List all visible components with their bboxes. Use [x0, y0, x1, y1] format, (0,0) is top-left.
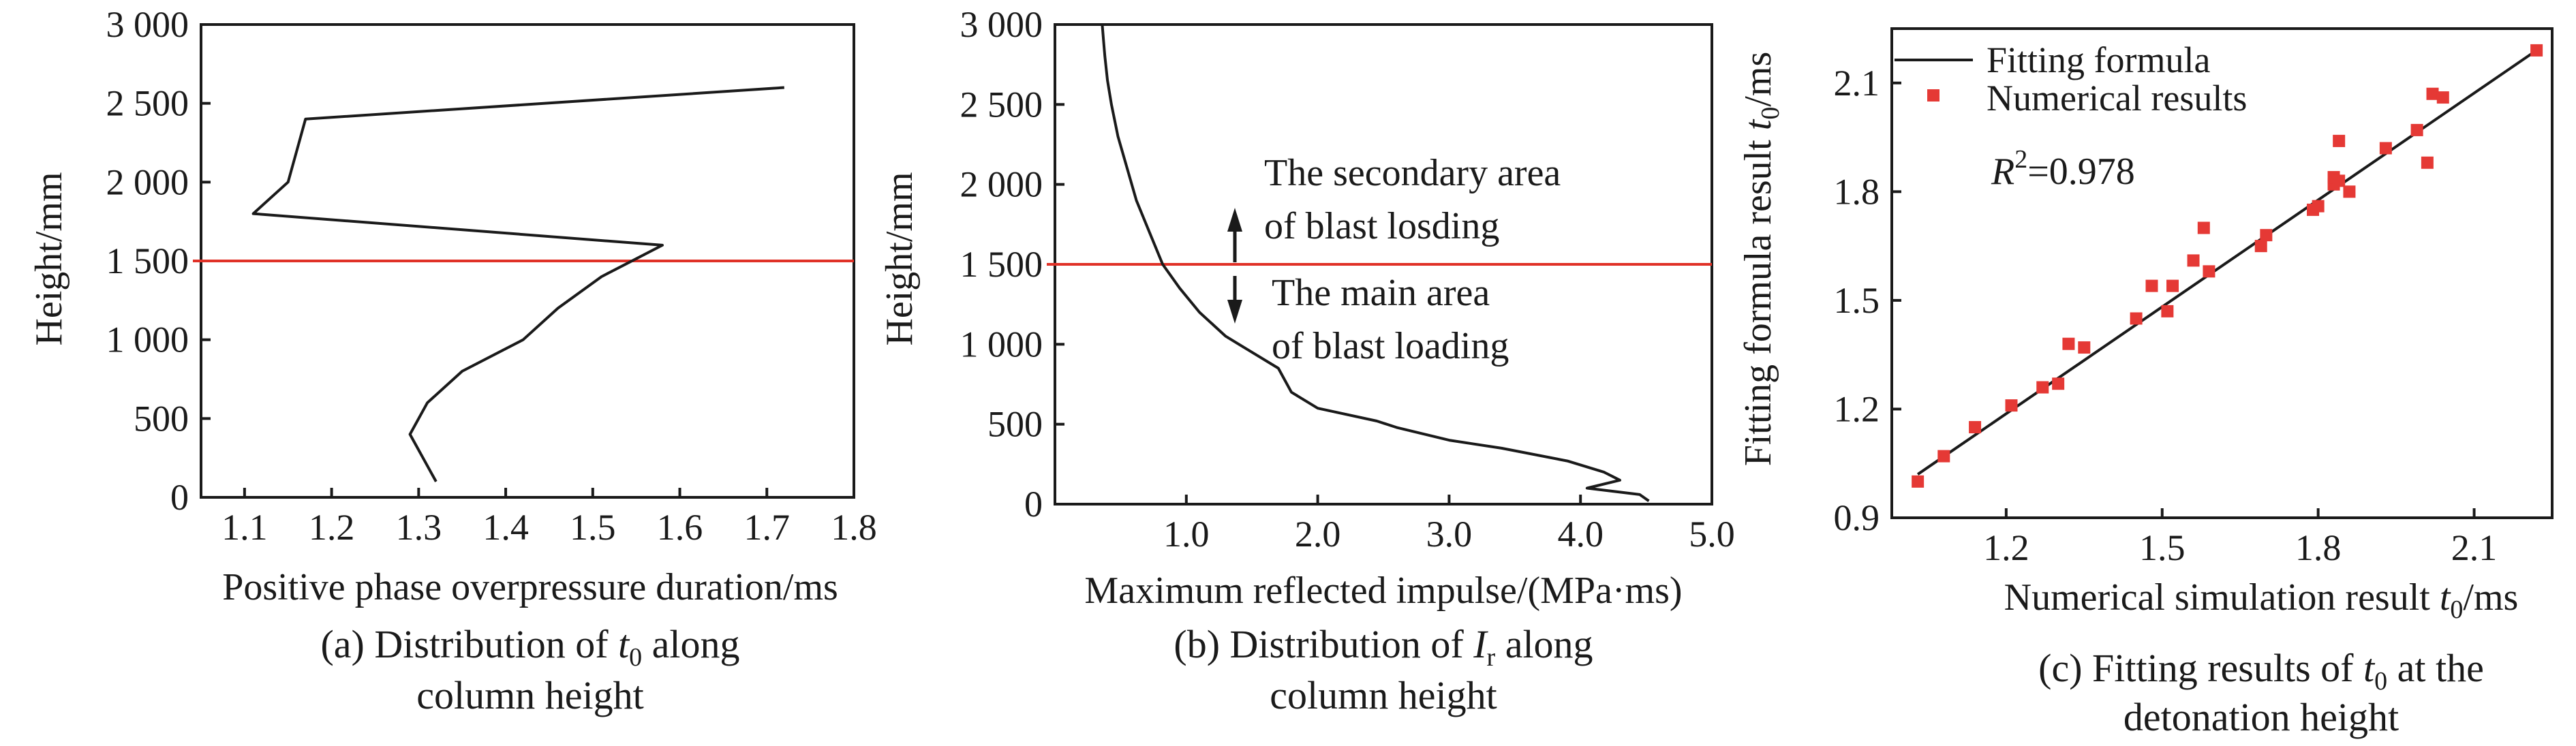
panel-c-data-point	[2062, 337, 2075, 350]
panel-b-caption-line1: (b) Distribution of Ir along	[1174, 622, 1593, 672]
panel-b-annotation-secondary-line1: The secondary area	[1264, 152, 1561, 194]
panel-a-x-tick-label: 1.2	[309, 507, 355, 548]
panel-c-data-point	[2145, 279, 2158, 292]
panel-a-y-axis-title: Height/mm	[28, 172, 70, 345]
panel-c-data-point	[2333, 134, 2346, 147]
panel-a-x-tick-label: 1.3	[396, 507, 442, 548]
panel-c-data-point	[2254, 240, 2267, 253]
panel-b-x-tick-label: 1.0	[1163, 514, 1210, 555]
panel-c-data-point	[2260, 229, 2273, 242]
panel-b-x-tick-label: 2.0	[1295, 514, 1341, 555]
panel-c-x-axis-title: Numerical simulation result t0/ms	[2004, 576, 2519, 624]
panel-c-data-point	[2343, 185, 2356, 198]
panel-c-data-point	[2379, 142, 2392, 155]
panel-c-caption-line2: detonation height	[2123, 695, 2399, 739]
panel-c-y-tick-label: 1.2	[1834, 388, 1880, 429]
panel-a-y-tick-label: 3 000	[106, 4, 189, 45]
legend-numerical-results-label: Numerical results	[1987, 78, 2247, 119]
panel-a-series-line	[251, 86, 784, 482]
legend-fitting-formula-label: Fitting formula	[1987, 40, 2211, 80]
panel-c-data-point	[1969, 421, 1982, 434]
panel-a-x-tick-label: 1.7	[744, 507, 791, 548]
panel-b-y-tick-label: 2 000	[960, 164, 1043, 205]
panel-c-data-point	[2036, 381, 2049, 394]
panel-c-x-tick-label: 1.8	[2295, 527, 2342, 568]
panel-b-caption-line2: column height	[1270, 673, 1497, 717]
panel-a-y-tick-label: 1 000	[106, 320, 189, 360]
panel-b-y-tick-label: 3 000	[960, 4, 1043, 45]
panel-c-y-tick-label: 2.1	[1834, 63, 1880, 104]
panel-c-data-point	[2333, 174, 2346, 187]
panel-b-y-tick-label: 1 500	[960, 244, 1043, 285]
panel-b-down-arrow	[1227, 276, 1242, 324]
panel-b-y-tick-label: 0	[1024, 484, 1043, 525]
panel-b-x-tick-label: 4.0	[1557, 514, 1604, 555]
panel-b-up-arrow	[1227, 208, 1242, 262]
panel-c-data-point	[2078, 341, 2091, 354]
panel-b-x-tick-label: 5.0	[1689, 514, 1735, 555]
panel-c-caption-line1: (c) Fitting results of t0 at the	[2038, 646, 2484, 696]
panel-c-fit-line	[1916, 49, 2538, 476]
panel-a-caption-line2: column height	[416, 673, 643, 717]
panel-c-data-point	[1937, 450, 1950, 463]
panel-b-reflected-impulse-chart: 1.0 2.0 3.0 4.0 5.0 0 500 1 000 1 500 2 000 2 500 3…	[878, 4, 1735, 717]
panel-b-y-tick-label: 500	[987, 404, 1043, 445]
legend-numerical-results-swatch	[1927, 89, 1939, 102]
panel-a-y-tick-label: 0	[170, 477, 189, 518]
panel-c-data-point	[2312, 200, 2325, 213]
panel-c-data-point	[2436, 91, 2449, 104]
panel-c-data-point	[2197, 221, 2210, 234]
panel-a-x-tick-label: 1.1	[221, 507, 268, 548]
panel-a-y-tick-label: 500	[134, 398, 189, 439]
panel-c-x-tick-label: 2.1	[2451, 527, 2498, 568]
panel-b-y-tick-label: 1 000	[960, 324, 1043, 364]
panel-a-x-axis-title: Positive phase overpressure duration/ms	[222, 566, 838, 608]
panel-a-y-tick-label: 2 500	[106, 83, 189, 124]
panel-c-legend: Fitting formula Numerical results	[1895, 40, 2247, 119]
panel-c-data-point	[2130, 312, 2143, 325]
panel-a-y-tick-label: 1 500	[106, 240, 189, 281]
panel-b-annotation-main-line1: The main area	[1272, 272, 1490, 314]
panel-a-x-tick-label: 1.4	[482, 507, 529, 548]
panel-c-x-tick-label: 1.5	[2139, 527, 2186, 568]
panel-a-caption-line1: (a) Distribution of t0 along	[320, 622, 739, 672]
panel-c-x-tick-label: 1.2	[1983, 527, 2029, 568]
panel-c-y-tick-label: 1.8	[1834, 171, 1880, 212]
panel-b-annotation-secondary-line2: of blast losding	[1264, 205, 1499, 247]
panel-b-x-axis-title: Maximum reflected impulse/(MPa·ms)	[1084, 570, 1682, 612]
panel-b-series-line	[1101, 24, 1650, 502]
panel-c-data-point	[2203, 265, 2215, 278]
panel-c-data-point	[2161, 305, 2174, 317]
panel-c-data-point	[2410, 123, 2423, 136]
panel-a-x-tick-label: 1.6	[657, 507, 703, 548]
panel-c-data-point	[2052, 377, 2065, 390]
panel-a-overpressure-duration-chart: 1.1 1.2 1.3 1.4 1.5 1.6 1.7 1.8 0 500 1 000 1 500 2 …	[28, 4, 877, 717]
panel-c-data-point	[2187, 254, 2200, 267]
panel-a-x-tick-label: 1.8	[831, 507, 877, 548]
panel-a-y-tick-label: 2 000	[106, 161, 189, 202]
panel-a-x-tick-label: 1.5	[570, 507, 616, 548]
panel-b-y-axis-title: Height/mm	[878, 172, 921, 345]
panel-c-y-tick-label: 0.9	[1834, 497, 1880, 538]
panel-b-annotation-main-line2: of blast loading	[1272, 325, 1509, 367]
panel-b-x-tick-label: 3.0	[1426, 514, 1473, 555]
panel-b-y-tick-label: 2 500	[960, 84, 1043, 125]
panel-c-y-tick-label: 1.5	[1834, 280, 1880, 321]
panel-c-r2-annotation: R2=0.978	[1991, 145, 2135, 193]
panel-c-data-point	[2421, 156, 2434, 169]
panel-c-data-point	[2166, 279, 2179, 292]
panel-c-data-point	[2005, 399, 2018, 412]
panel-c-y-axis-title: Fitting formula result t0/ms	[1737, 52, 1785, 467]
panel-c-data-point	[1912, 475, 1925, 488]
panel-c-data-point	[2530, 44, 2543, 57]
panel-c-fitting-results-chart: 1.2 1.5 1.8 2.1 0.9 1.2 1.5 1.8 2.1 Numerical si…	[1737, 27, 2554, 739]
panel-c-data-point	[2426, 87, 2439, 100]
panel-c-plot-frame	[1890, 27, 2554, 519]
